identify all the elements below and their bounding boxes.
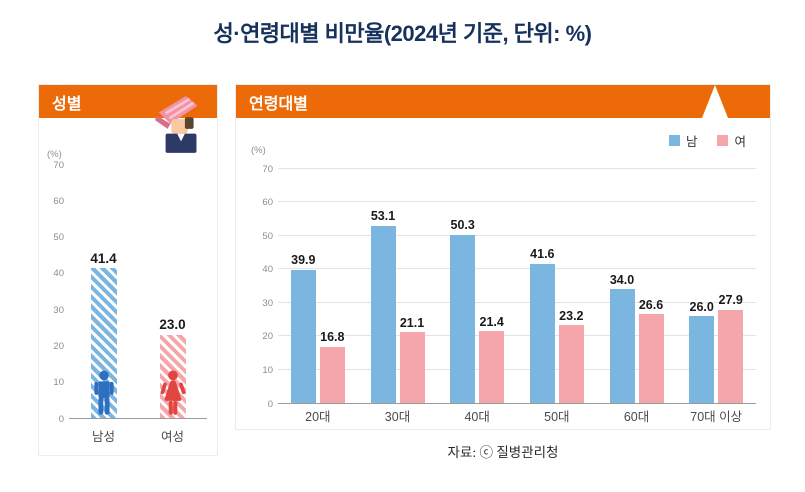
- gridline: [278, 368, 756, 370]
- bar-female: 21.4: [479, 316, 505, 403]
- y-tick-label: 10: [262, 364, 273, 376]
- bar-value: 41.4: [90, 250, 117, 266]
- sex-x-labels: 남성 여성: [69, 426, 207, 445]
- age-bar-group: 50.3 21.4: [437, 169, 517, 403]
- y-tick-label: 60: [53, 195, 64, 207]
- bar-male: 53.1: [370, 210, 396, 403]
- y-tick-label: 30: [262, 297, 273, 309]
- x-axis-label: 40대: [464, 410, 490, 424]
- doctor-icon: [155, 96, 198, 153]
- bar-value: 26.6: [638, 297, 664, 312]
- x-axis-label: 60대: [623, 410, 650, 424]
- bar-value: 23.2: [559, 308, 584, 323]
- age-plot: 39.9 16.8 53.1 21.1 50.3 21.4 41.6 23.2 34.0 26.6…: [278, 168, 756, 404]
- male-person-icon: [93, 370, 114, 415]
- bar-male: 39.9: [290, 254, 316, 403]
- sex-bar-group: 23.0: [138, 165, 207, 418]
- y-tick-label: 40: [53, 268, 64, 280]
- x-axis-label: 20대: [305, 410, 331, 424]
- gridline: [278, 268, 756, 270]
- bar-male: 34.0: [609, 274, 635, 403]
- female-person-icon: [159, 370, 186, 415]
- bar-male: 50.3: [450, 219, 476, 403]
- legend-label-male: 남: [685, 135, 698, 149]
- age-bar-group: 34.0 26.6: [597, 169, 677, 403]
- age-x-labels: 20대 30대 40대 50대 60대 70대 이상: [278, 406, 756, 425]
- page-title: 성·연령대별 비만율(2024년 기준, 단위: %): [213, 21, 593, 46]
- y-tick-label: 0: [267, 398, 273, 410]
- gridline: [278, 201, 756, 203]
- y-tick-label: 50: [53, 231, 64, 243]
- header-notch-icon: [702, 85, 728, 118]
- sex-chart: 0 10 20 30 40 50 60 70 41.4 23.0: [45, 160, 207, 423]
- sex-bar-group: 41.4: [69, 165, 138, 418]
- gridline: [278, 301, 756, 303]
- y-tick-label: 30: [53, 304, 64, 316]
- bar-value: 50.3: [450, 218, 475, 233]
- y-tick-label: 20: [53, 340, 64, 352]
- bar-value: 26.0: [689, 299, 714, 314]
- y-tick-label: 0: [58, 413, 64, 425]
- x-axis-label: 남성: [91, 430, 115, 444]
- bar-female: 23.2: [558, 310, 584, 403]
- x-axis-label: 50대: [544, 410, 570, 424]
- bar-male: 26.0: [689, 301, 715, 403]
- bar-female: 16.8: [319, 331, 345, 403]
- x-axis-label: 여성: [160, 430, 184, 444]
- bar-value: 53.1: [370, 209, 396, 223]
- y-tick-label: 70: [53, 159, 64, 171]
- source-note: 자료: ⓒ 질병관리청: [447, 445, 559, 460]
- x-axis-label: 30대: [384, 410, 411, 424]
- bar-value: 39.9: [291, 253, 316, 268]
- x-axis-label: 70대 이상: [690, 410, 743, 424]
- bar-female: 26.6: [638, 299, 664, 403]
- bar-female: 21.1: [399, 317, 425, 403]
- age-panel-header: 연령대별: [236, 85, 770, 118]
- age-panel-title: 연령대별: [249, 95, 308, 113]
- sex-panel: 성별 (%) 0 10 20 30 40 50 60 70 41.4 23.0 남성 여성: [38, 84, 218, 456]
- age-panel: 연령대별 남 여 (%) 0 10 20 30 40 50 60 70 39.9 16.8 53.…: [235, 84, 771, 430]
- legend-label-female: 여: [734, 135, 746, 149]
- bar-value: 27.9: [718, 293, 743, 308]
- age-bar-group: 53.1 21.1: [358, 169, 438, 403]
- sex-bars: 41.4 23.0: [69, 165, 207, 418]
- bar-value: 23.0: [159, 317, 186, 333]
- y-tick-label: 70: [262, 163, 273, 175]
- y-tick-label: 40: [262, 263, 273, 275]
- sex-unit-label: (%): [47, 149, 62, 160]
- bar-male: 41.6: [529, 248, 555, 403]
- age-y-axis: 0 10 20 30 40 50 60 70: [250, 164, 278, 408]
- age-bar-group: 26.0 27.9: [676, 169, 756, 403]
- bar-value: 34.0: [609, 272, 635, 287]
- bar-value: 16.8: [320, 330, 345, 345]
- sex-y-axis: 0 10 20 30 40 50 60 70: [45, 160, 69, 423]
- y-tick-label: 10: [53, 376, 64, 388]
- age-gridlines: [278, 168, 756, 403]
- age-bars: 39.9 16.8 53.1 21.1 50.3 21.4 41.6 23.2 34.0 26.6…: [278, 169, 756, 403]
- y-tick-label: 20: [262, 331, 273, 343]
- age-chart: 0 10 20 30 40 50 60 70 39.9 16.8 53.1 21.1 50.3 21.4…: [250, 164, 756, 408]
- bar-value: 41.6: [530, 247, 555, 262]
- bar-value: 21.1: [399, 315, 425, 330]
- gridline: [278, 335, 756, 337]
- bar-female: 27.9: [718, 294, 744, 403]
- gridline: [278, 234, 756, 236]
- age-bar-group: 39.9 16.8: [278, 169, 358, 403]
- legend: 남 여: [668, 131, 746, 150]
- legend-item-female: 여: [717, 131, 746, 150]
- y-tick-label: 50: [262, 230, 273, 242]
- age-unit-label: (%): [251, 145, 266, 156]
- gridline: [278, 168, 756, 169]
- y-tick-label: 60: [262, 196, 273, 208]
- male-legend-swatch: [668, 135, 680, 146]
- sex-plot: 41.4 23.0: [69, 165, 207, 419]
- female-legend-swatch: [717, 135, 729, 146]
- legend-item-male: 남: [668, 131, 698, 150]
- age-bar-group: 41.6 23.2: [517, 169, 597, 403]
- sex-panel-title: 성별: [52, 95, 82, 113]
- bar-value: 21.4: [479, 314, 504, 329]
